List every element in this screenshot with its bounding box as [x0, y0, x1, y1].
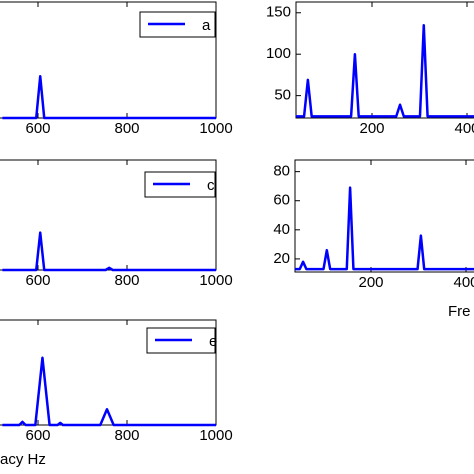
y-tick-label: 20: [273, 250, 290, 267]
y-tick-label: 80: [273, 163, 290, 180]
x-tick-label: 400: [454, 120, 474, 137]
subplot: 200 400 20 40 60 80 Fre: [273, 159, 474, 320]
x-axis-label: acy Hz: [0, 451, 46, 468]
x-tick-label: 1000: [199, 272, 232, 289]
subplot: 200 400 50 100 150: [266, 1, 474, 137]
data-line: [2, 74, 216, 120]
legend-label: e: [209, 333, 217, 350]
x-tick-label: 1000: [199, 120, 232, 137]
data-line: [296, 23, 474, 118]
subplot: 600 800 1000 a: [0, 1, 233, 137]
x-tick-label: 200: [359, 120, 384, 137]
x-tick-label: 600: [25, 272, 50, 289]
legend-label: a: [202, 17, 211, 34]
plot-frame: [295, 1, 474, 119]
x-tick-label: 600: [25, 427, 50, 444]
x-tick-label: 800: [114, 427, 139, 444]
x-tick-label: 800: [114, 272, 139, 289]
legend-label: c: [207, 177, 215, 194]
plot-frame: [294, 159, 474, 273]
y-tick-label: 60: [273, 192, 290, 209]
data-line: [2, 356, 216, 427]
x-tick-label: 600: [25, 120, 50, 137]
x-tick-label: 400: [453, 274, 474, 291]
data-line: [295, 186, 474, 271]
data-line: [2, 231, 216, 272]
subplot: 600 800 1000 c: [0, 159, 233, 289]
x-tick-label: 800: [114, 120, 139, 137]
y-tick-label: 50: [274, 87, 291, 104]
y-tick-label: 40: [273, 221, 290, 238]
y-tick-label: 150: [266, 4, 291, 21]
y-tick-label: 100: [266, 45, 291, 62]
x-tick-label: 1000: [199, 427, 232, 444]
x-axis-label: Fre: [448, 303, 471, 320]
subplot: 600 800 1000 e acy Hz: [0, 319, 233, 468]
x-tick-label: 200: [358, 274, 383, 291]
